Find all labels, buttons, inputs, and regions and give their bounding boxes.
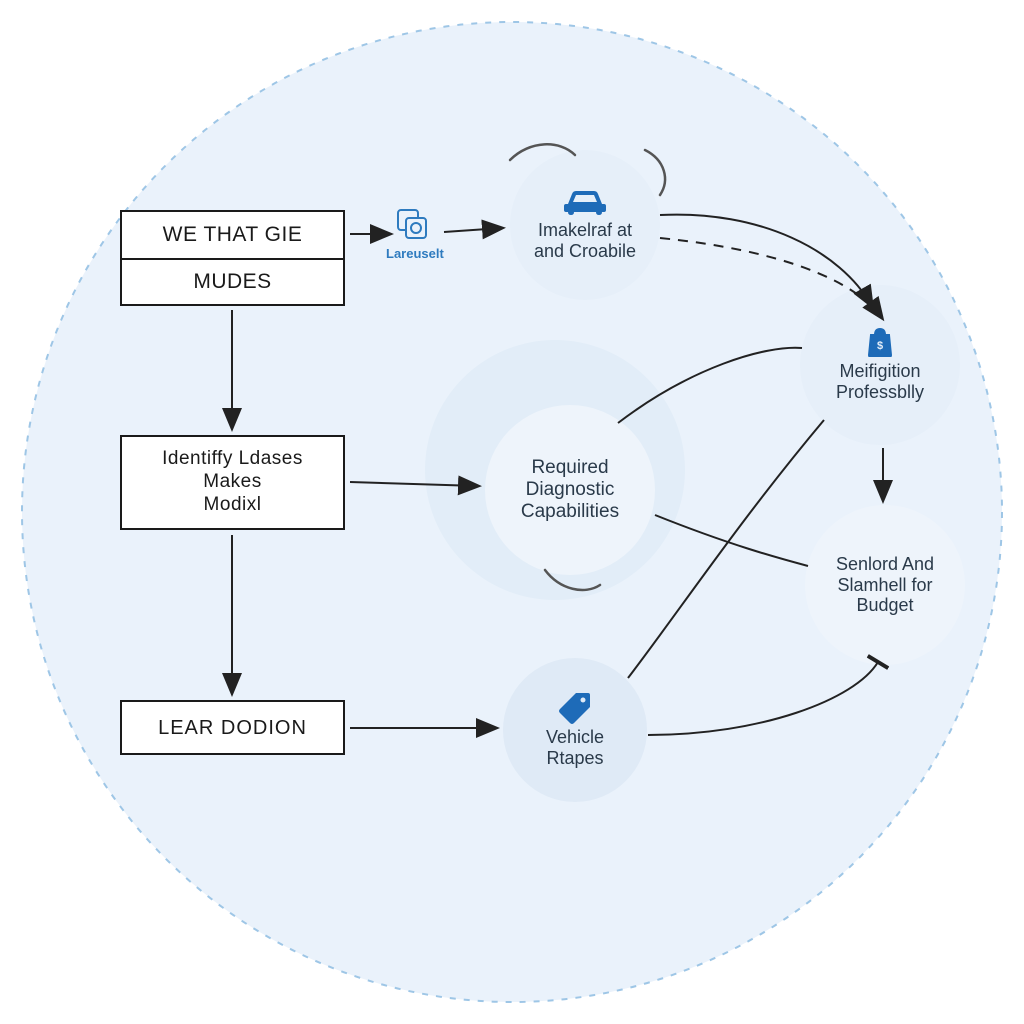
edge-circ4-to-circ3 [628,420,824,678]
rect-we-that-gie: WE THAT GIE [120,210,345,260]
tag-icon [558,691,592,725]
circle-required-diagnostic-label: Required Diagnostic Capabilities [521,457,619,523]
edge-circ2-to-circ4 [618,348,802,423]
shopping-bag-icon: $ [867,327,893,357]
car-icon [562,188,608,216]
lareuselt-label: Lareuselt [386,246,444,261]
rect-mudes: MUDES [120,260,345,306]
edge-circ2-to-circ5 [655,515,808,566]
circle-meifigition: $ Meifigition Professblly [800,285,960,445]
rect-we-that-gie-label: WE THAT GIE [163,222,303,247]
circle-imakelraf: Imakelraf at and Croabile [510,150,660,300]
rect-lear-dodion: LEAR DODION [120,700,345,755]
edge-icon-to-circ1 [444,228,502,232]
circle-vehicle-rtapes-label: Vehicle Rtapes [546,727,604,768]
circle-meifigition-label: Meifigition Professblly [836,361,924,402]
circle-senlord-budget-label: Senlord And Slamhell for Budget [836,554,934,616]
circle-required-diagnostic: Required Diagnostic Capabilities [485,405,655,575]
rect-identify: Identiffy Ldases Makes Modixl [120,435,345,530]
edge-circ1-to-circ4 [660,215,872,306]
edge-circ3-to-circ5 [648,662,878,735]
diagram-stage: WE THAT GIE MUDES Identiffy Ldases Makes… [0,0,1024,1024]
edge-rectB-to-circ2 [350,482,478,486]
rect-identify-label: Identiffy Ldases Makes Modixl [162,448,303,516]
svg-text:$: $ [877,340,883,352]
circle-imakelraf-label: Imakelraf at and Croabile [534,220,636,261]
circle-senlord-budget: Senlord And Slamhell for Budget [805,505,965,665]
duplicate-icon [394,206,432,249]
rect-mudes-label: MUDES [193,269,271,294]
circle-vehicle-rtapes: Vehicle Rtapes [503,658,647,802]
rect-lear-dodion-label: LEAR DODION [158,716,307,740]
